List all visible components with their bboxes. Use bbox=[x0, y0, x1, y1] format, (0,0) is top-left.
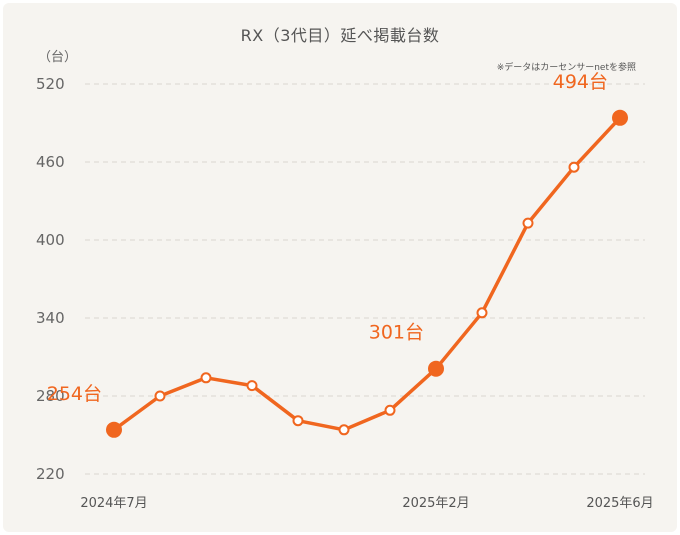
data-point bbox=[246, 380, 258, 392]
x-tick-labels: 2024年7月 2025年2月 2025年6月 bbox=[80, 496, 653, 511]
data-point-highlight bbox=[106, 421, 122, 438]
y-tick-520: 520 bbox=[36, 75, 65, 93]
chart-card bbox=[3, 3, 677, 532]
grid-lines bbox=[85, 83, 645, 475]
source-note: ※データはカーセンサーnetを参照 bbox=[496, 63, 636, 73]
x-tick-7: 2025年2月 bbox=[402, 496, 469, 511]
y-tick-labels: 220 280 340 400 460 520 bbox=[36, 75, 65, 483]
chart-title: RX（3代目）延べ掲載台数 bbox=[240, 26, 440, 45]
data-point bbox=[476, 307, 488, 319]
data-point bbox=[568, 161, 580, 173]
x-tick-11: 2025年6月 bbox=[586, 496, 653, 511]
data-point-highlight bbox=[612, 109, 628, 126]
data-point bbox=[292, 415, 304, 427]
series-line bbox=[112, 116, 622, 432]
callout-label: 494台 bbox=[553, 71, 608, 93]
data-point bbox=[384, 404, 396, 416]
data-points bbox=[106, 109, 628, 438]
y-tick-280: 280 bbox=[36, 387, 65, 405]
y-tick-460: 460 bbox=[36, 153, 65, 171]
data-callouts: 254台 301台 494台 bbox=[47, 71, 608, 405]
data-point bbox=[338, 424, 350, 436]
y-tick-400: 400 bbox=[36, 231, 65, 249]
y-axis-unit: （台） bbox=[38, 50, 78, 65]
data-point bbox=[522, 217, 534, 229]
y-tick-220: 220 bbox=[36, 465, 65, 483]
callout-label: 254台 bbox=[47, 383, 102, 405]
data-point bbox=[154, 390, 166, 402]
series-line-path bbox=[112, 116, 622, 432]
y-tick-340: 340 bbox=[36, 309, 65, 327]
data-point-highlight bbox=[428, 360, 444, 377]
callout-label: 301台 bbox=[369, 322, 424, 344]
x-tick-0: 2024年7月 bbox=[80, 496, 147, 511]
data-point bbox=[200, 372, 212, 384]
